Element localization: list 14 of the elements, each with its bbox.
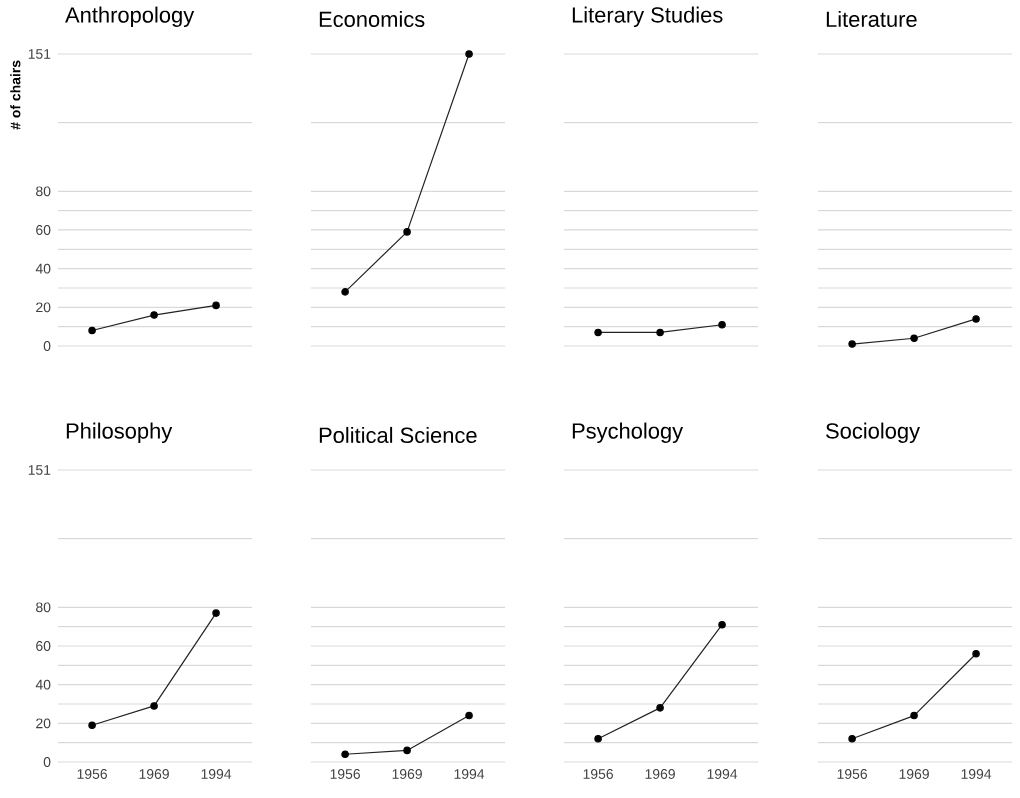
point bbox=[150, 702, 158, 710]
point bbox=[88, 721, 96, 730]
chart-title: Sociology bbox=[826, 422, 921, 443]
chart-title: Psychology bbox=[572, 422, 684, 443]
chart-title: Literary Studies bbox=[572, 6, 723, 27]
point bbox=[150, 311, 158, 319]
point bbox=[212, 301, 220, 310]
chart-title: Political Science bbox=[319, 426, 477, 444]
chart-title: Economics bbox=[319, 10, 425, 27]
point bbox=[212, 609, 220, 617]
point bbox=[88, 326, 96, 335]
chart-title: Philosophy bbox=[66, 422, 173, 443]
chart-title: Literature bbox=[826, 10, 917, 27]
chart-title: Anthropology bbox=[65, 6, 195, 27]
